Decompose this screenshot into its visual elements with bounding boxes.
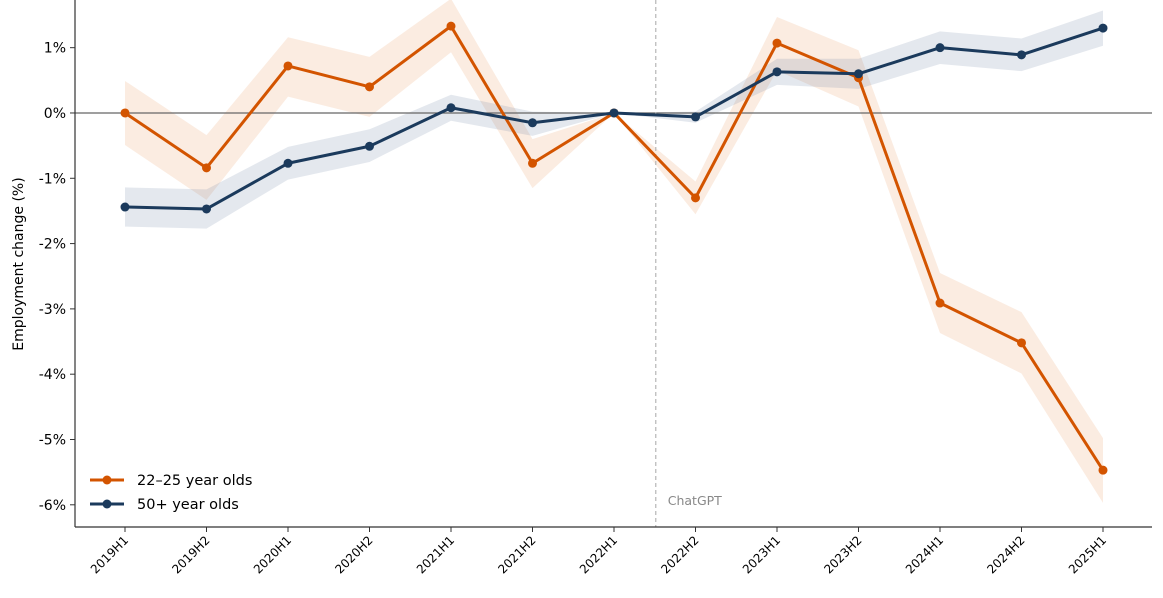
data-point <box>854 69 863 79</box>
y-tick-label: -3% <box>39 302 66 318</box>
data-point <box>446 21 456 31</box>
data-point <box>1017 338 1026 348</box>
series-lines <box>120 21 1108 475</box>
data-point <box>1098 465 1108 475</box>
y-tick-label: 0% <box>44 106 66 122</box>
data-point <box>691 112 700 122</box>
data-point <box>202 163 211 173</box>
x-tick-label: 2023H1 <box>740 533 783 576</box>
x-tick-label: 2020H1 <box>251 533 294 576</box>
data-point <box>935 298 945 308</box>
data-point <box>691 193 700 203</box>
data-point <box>365 141 374 151</box>
data-point <box>283 61 293 71</box>
data-point <box>935 43 945 53</box>
y-tick-label: -5% <box>39 432 66 448</box>
confidence-band-2 <box>125 10 1103 229</box>
x-tick-label: 2019H2 <box>169 533 212 576</box>
legend-marker <box>102 499 112 509</box>
confidence-bands <box>125 0 1103 503</box>
x-tick-label: 2021H2 <box>495 533 538 576</box>
x-tick-label: 2024H1 <box>903 533 946 576</box>
data-point <box>202 204 211 214</box>
data-point <box>365 82 374 92</box>
data-point <box>1017 50 1026 60</box>
axes: 1% 0% -1% -2% -3% -4% -5% -6% 2019H1 2019H2 2020H1… <box>39 0 1152 576</box>
x-tick-label: 2025H1 <box>1066 533 1109 576</box>
data-point <box>772 38 782 48</box>
x-tick-label: 2021H1 <box>414 533 457 576</box>
legend-item: 50+ year olds <box>90 497 239 513</box>
x-tick-label: 2019H1 <box>88 533 131 576</box>
data-point <box>609 108 619 118</box>
y-tick-label: 1% <box>44 41 66 57</box>
x-tick-label: 2020H2 <box>332 533 375 576</box>
data-point <box>283 158 293 168</box>
x-tick-label: 2024H2 <box>984 533 1027 576</box>
legend: 22–25 year olds 50+ year olds <box>90 473 252 513</box>
data-point <box>772 67 782 77</box>
data-point <box>446 103 456 113</box>
data-point <box>120 108 130 118</box>
x-tick-label: 2022H2 <box>658 533 701 576</box>
legend-label: 22–25 year olds <box>137 473 252 489</box>
data-point <box>528 118 537 128</box>
data-point <box>528 158 537 168</box>
x-tick-label: 2023H2 <box>821 533 864 576</box>
legend-marker <box>102 475 112 485</box>
data-point <box>120 202 130 212</box>
y-axis-label: Employment change (%) <box>11 177 27 350</box>
data-point <box>1098 23 1108 33</box>
y-tick-label: -6% <box>39 498 66 514</box>
series-1 <box>120 21 1108 475</box>
y-tick-label: -2% <box>39 237 66 253</box>
confidence-band-1 <box>125 0 1103 503</box>
y-tick-label: -1% <box>39 171 66 187</box>
series-2 <box>120 23 1108 214</box>
legend-label: 50+ year olds <box>137 497 239 513</box>
legend-item: 22–25 year olds <box>90 473 252 489</box>
x-tick-label: 2022H1 <box>577 533 620 576</box>
chatgpt-annotation: ChatGPT <box>668 493 722 508</box>
y-tick-label: -4% <box>39 367 66 383</box>
